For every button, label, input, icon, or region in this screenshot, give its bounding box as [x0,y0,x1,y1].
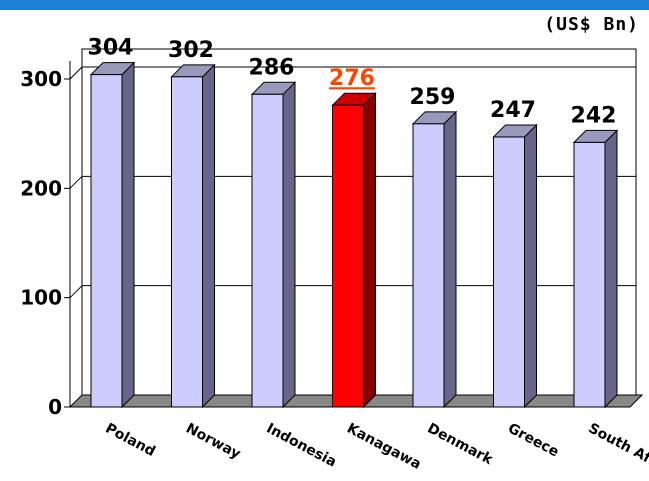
plot-frame [81,48,637,395]
x-tick-label: Poland [103,420,158,460]
unit-label: (US$ Bn) [544,14,639,35]
y-tick-label: 0 [48,395,62,419]
bar [573,141,606,408]
bar [332,104,364,408]
bar [90,74,123,408]
y-tick-label: 200 [20,176,62,200]
data-label: 286 [249,55,295,80]
bar [493,136,525,408]
bar-side [604,129,618,409]
data-label: 242 [571,103,617,128]
header-band [0,0,649,10]
data-label: 247 [490,98,536,123]
gridline [69,285,83,299]
x-tick-label: Greece [505,420,561,460]
bar-side [524,123,537,409]
y-tick-label: 100 [20,286,62,310]
bar [251,93,284,408]
data-label: 304 [88,36,134,61]
x-tick-label: Indonesia [264,420,339,470]
data-label: 259 [410,85,456,110]
x-tick-label: Kanagawa [344,420,424,472]
x-tick-label: South Africa [586,420,649,480]
y-tick-label: 300 [20,67,62,91]
data-label: 302 [168,38,214,63]
x-tick-label: Denmark [425,420,496,468]
gridline [69,66,83,80]
bar [412,123,445,408]
bar-side [202,63,215,409]
x-tick-label: Norway [183,420,243,462]
bar [171,76,203,408]
bar-side [282,81,296,409]
gridline [69,175,83,189]
data-label: 276 [329,66,375,91]
bar-side [363,92,376,409]
bar-side [121,61,135,409]
bar-side [443,110,457,409]
